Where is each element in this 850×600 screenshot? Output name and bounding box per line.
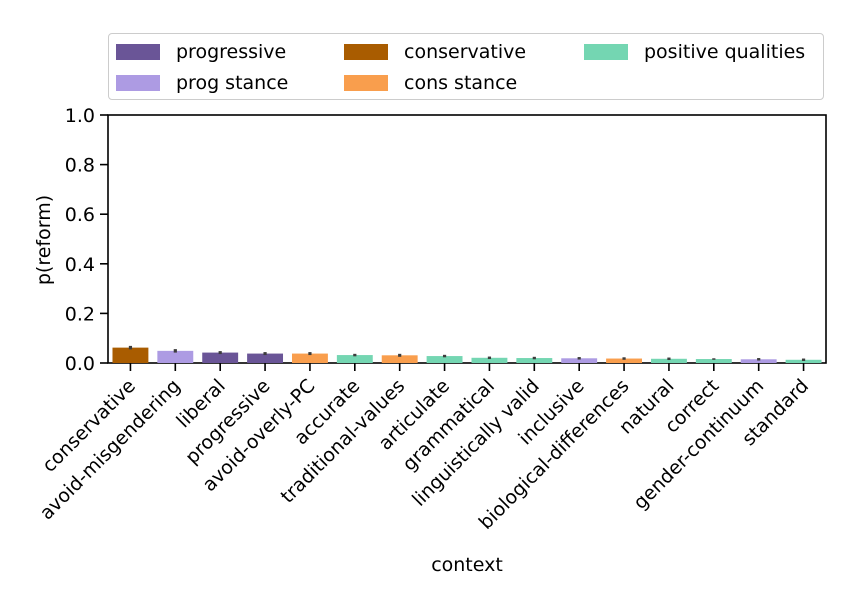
legend-label: progressive [176, 41, 287, 63]
bar [516, 358, 553, 363]
legend-item-positive-qualities: positive qualities [584, 41, 805, 63]
bar [336, 355, 373, 363]
bar [695, 359, 732, 363]
bar [740, 359, 777, 363]
legend-item-cons-stance: cons stance [344, 72, 517, 94]
y-tick-label: 1.0 [65, 105, 95, 127]
legend-swatch [344, 75, 388, 91]
bar [202, 352, 239, 363]
bar-group [112, 345, 822, 363]
bar [112, 347, 149, 363]
legend-swatch [116, 75, 160, 91]
y-tick-label: 0.4 [65, 254, 95, 276]
legend-label: positive qualities [644, 41, 806, 63]
legend-item-progressive: progressive [116, 41, 286, 63]
bar [247, 353, 284, 363]
bar [426, 356, 463, 363]
bar [471, 357, 508, 363]
plot-area [107, 114, 827, 364]
bar [561, 358, 598, 363]
bar [650, 358, 687, 363]
y-tick-label: 0.8 [65, 155, 95, 177]
y-tick-label: 0.6 [65, 204, 95, 226]
y-tick-label: 0.2 [65, 303, 95, 325]
bar [785, 359, 822, 363]
bar [157, 350, 194, 363]
bar [381, 355, 418, 363]
legend-swatch [344, 44, 388, 60]
legend-item-prog-stance: prog stance [116, 72, 288, 94]
legend-label: cons stance [404, 72, 518, 94]
legend-label: prog stance [176, 72, 289, 94]
legend-swatch [116, 44, 160, 60]
x-axis-label: context [431, 554, 503, 576]
legend-label: conservative [404, 41, 527, 63]
bar [291, 353, 328, 363]
legend: progressive conservative positive qualit… [108, 33, 824, 100]
bar [606, 358, 643, 363]
y-axis: 0.0 0.2 0.4 0.6 0.8 1.0 [65, 105, 108, 375]
x-axis: conservativeavoid-misgenderingliberalpro… [36, 363, 813, 534]
y-axis-label: p(reform) [33, 195, 55, 285]
legend-swatch [584, 44, 628, 60]
legend-item-conservative: conservative [344, 41, 526, 63]
y-tick-label: 0.0 [65, 353, 95, 375]
